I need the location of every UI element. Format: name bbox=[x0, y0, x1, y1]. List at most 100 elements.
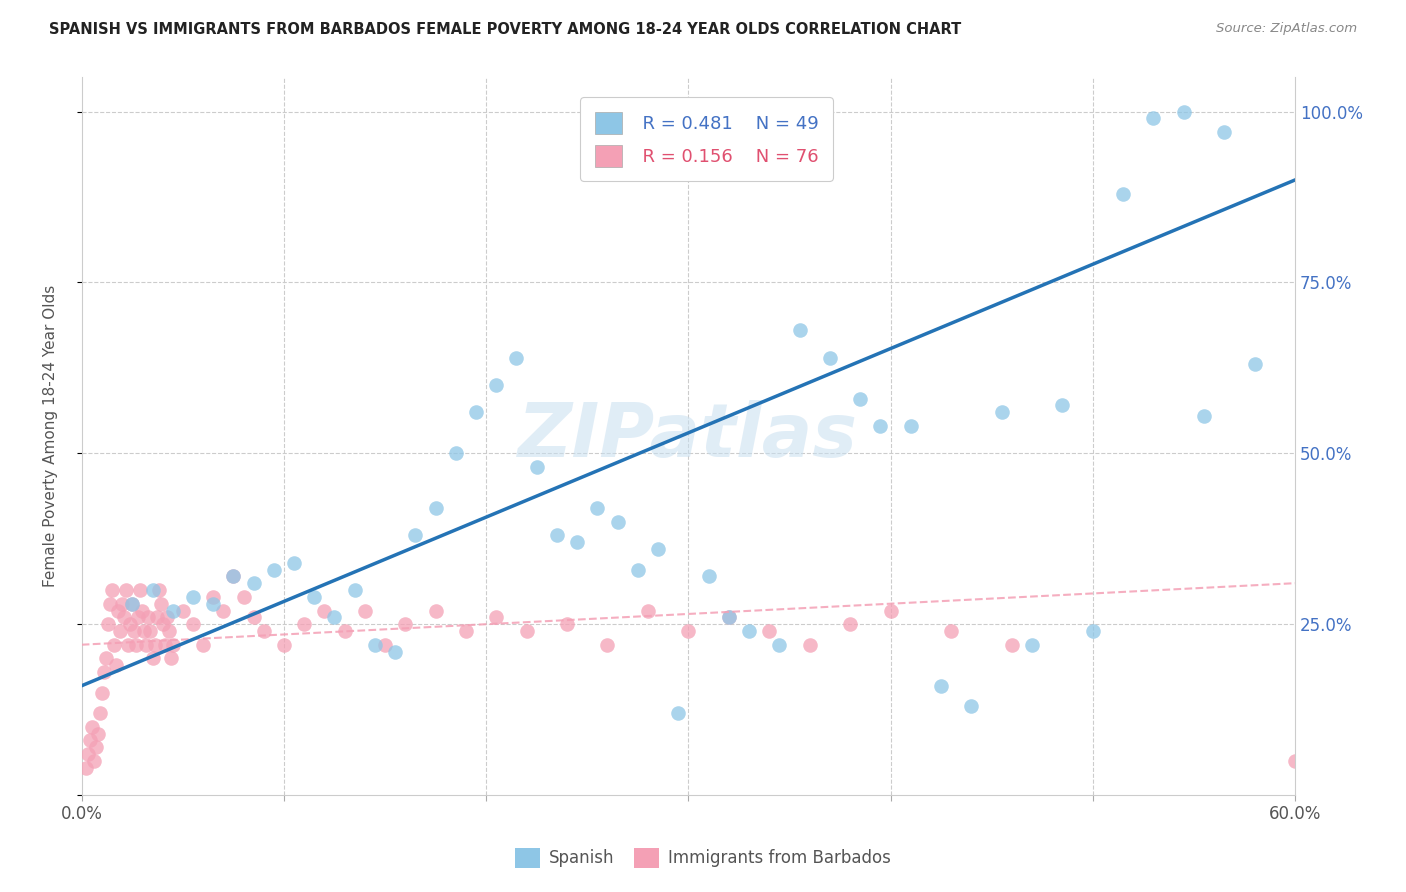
Point bbox=[156, 610, 179, 624]
Point bbox=[900, 419, 922, 434]
Point bbox=[1243, 358, 1265, 372]
Point bbox=[124, 624, 146, 638]
Point bbox=[153, 638, 176, 652]
Point bbox=[526, 460, 548, 475]
Point bbox=[93, 665, 115, 679]
Point bbox=[76, 747, 98, 761]
Point bbox=[145, 610, 167, 624]
Point bbox=[1021, 638, 1043, 652]
Point bbox=[1052, 399, 1074, 413]
Point bbox=[546, 528, 568, 542]
Point bbox=[353, 603, 375, 617]
Point bbox=[79, 733, 101, 747]
Point bbox=[929, 679, 952, 693]
Point bbox=[273, 638, 295, 652]
Point bbox=[121, 597, 143, 611]
Point bbox=[1192, 409, 1215, 423]
Point bbox=[333, 624, 356, 638]
Point bbox=[666, 706, 689, 720]
Point bbox=[1142, 112, 1164, 126]
Point bbox=[1112, 186, 1135, 201]
Point bbox=[839, 617, 862, 632]
Point bbox=[191, 638, 214, 652]
Point bbox=[454, 624, 477, 638]
Point bbox=[799, 638, 821, 652]
Point bbox=[105, 658, 128, 673]
Point bbox=[505, 351, 527, 365]
Point bbox=[394, 617, 416, 632]
Point bbox=[283, 556, 305, 570]
Point bbox=[627, 562, 650, 576]
Point bbox=[253, 624, 276, 638]
Point bbox=[343, 582, 366, 597]
Point bbox=[121, 597, 143, 611]
Point bbox=[818, 351, 841, 365]
Point bbox=[941, 624, 963, 638]
Point bbox=[131, 603, 153, 617]
Point bbox=[465, 405, 488, 419]
Point bbox=[364, 638, 387, 652]
Point bbox=[138, 610, 160, 624]
Point bbox=[738, 624, 761, 638]
Point bbox=[717, 610, 740, 624]
Point bbox=[143, 638, 166, 652]
Point bbox=[516, 624, 538, 638]
Point bbox=[222, 569, 245, 583]
Point bbox=[89, 706, 111, 720]
Point bbox=[84, 740, 107, 755]
Point bbox=[425, 501, 447, 516]
Point bbox=[1001, 638, 1024, 652]
Point bbox=[485, 378, 508, 392]
Point bbox=[112, 610, 135, 624]
Point bbox=[485, 610, 508, 624]
Point bbox=[98, 597, 121, 611]
Point bbox=[139, 624, 162, 638]
Point bbox=[678, 624, 700, 638]
Point bbox=[586, 501, 609, 516]
Point bbox=[374, 638, 396, 652]
Point bbox=[758, 624, 780, 638]
Y-axis label: Female Poverty Among 18-24 Year Olds: Female Poverty Among 18-24 Year Olds bbox=[44, 285, 58, 587]
Point bbox=[135, 638, 157, 652]
Point bbox=[1173, 104, 1195, 119]
Point bbox=[222, 569, 245, 583]
Point bbox=[117, 638, 139, 652]
Point bbox=[555, 617, 578, 632]
Point bbox=[1213, 125, 1236, 139]
Point bbox=[849, 392, 872, 406]
Point bbox=[97, 617, 120, 632]
Point bbox=[162, 603, 184, 617]
Point bbox=[94, 651, 117, 665]
Point bbox=[697, 569, 720, 583]
Point bbox=[101, 582, 124, 597]
Point bbox=[202, 590, 225, 604]
Point bbox=[91, 685, 114, 699]
Point bbox=[149, 597, 172, 611]
Point bbox=[314, 603, 336, 617]
Point bbox=[120, 617, 142, 632]
Point bbox=[232, 590, 254, 604]
Point bbox=[1081, 624, 1104, 638]
Text: Source: ZipAtlas.com: Source: ZipAtlas.com bbox=[1216, 22, 1357, 36]
Point bbox=[960, 699, 983, 714]
Legend: Spanish, Immigrants from Barbados: Spanish, Immigrants from Barbados bbox=[509, 841, 897, 875]
Point bbox=[87, 726, 110, 740]
Point bbox=[869, 419, 891, 434]
Point bbox=[83, 754, 105, 768]
Point bbox=[148, 582, 170, 597]
Point bbox=[292, 617, 315, 632]
Point bbox=[768, 638, 790, 652]
Point bbox=[323, 610, 346, 624]
Point bbox=[242, 610, 264, 624]
Text: ZIPatlas: ZIPatlas bbox=[519, 400, 859, 473]
Point bbox=[75, 761, 97, 775]
Point bbox=[107, 603, 129, 617]
Point bbox=[80, 720, 103, 734]
Point bbox=[647, 541, 669, 556]
Point bbox=[152, 617, 174, 632]
Point bbox=[141, 651, 163, 665]
Point bbox=[157, 624, 180, 638]
Point bbox=[565, 535, 588, 549]
Point bbox=[242, 576, 264, 591]
Point bbox=[127, 610, 149, 624]
